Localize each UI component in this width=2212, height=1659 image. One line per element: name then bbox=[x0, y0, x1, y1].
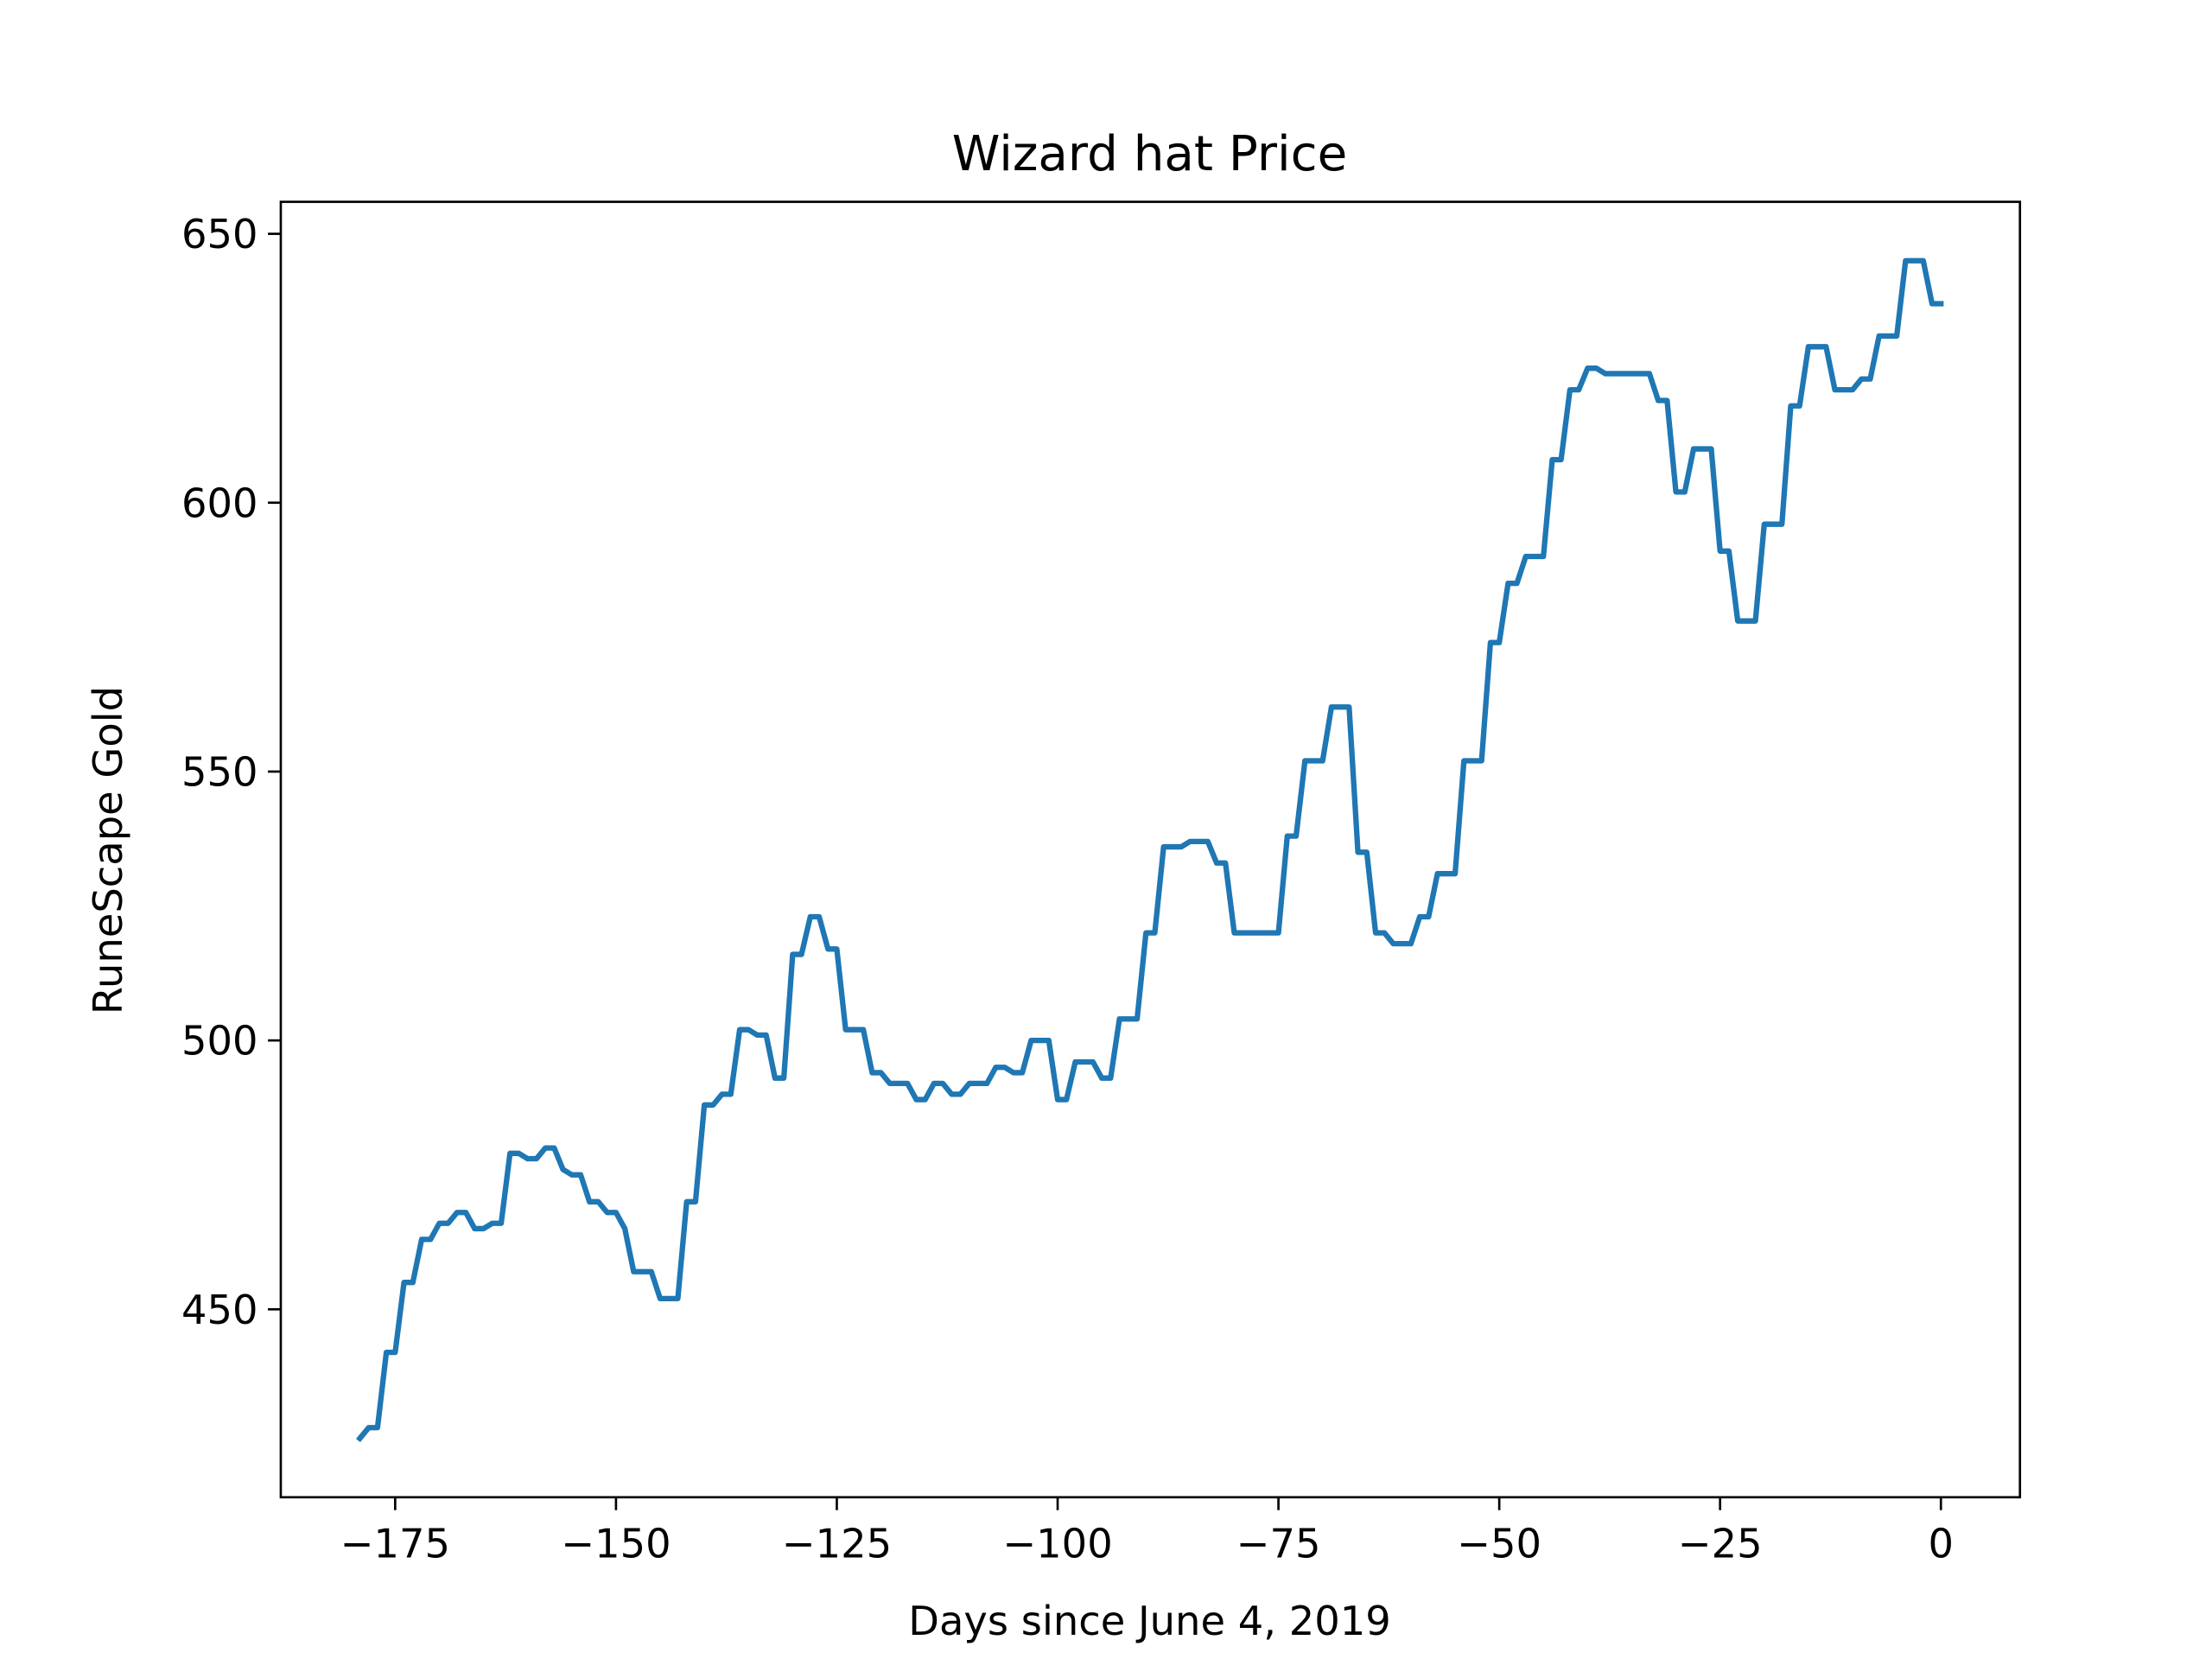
x-tick-label: 0 bbox=[1928, 1520, 1954, 1567]
price-line bbox=[356, 257, 1944, 1443]
y-tick-label: 500 bbox=[181, 1018, 258, 1065]
x-tick-label: −100 bbox=[1002, 1520, 1112, 1567]
y-tick-label: 650 bbox=[181, 211, 258, 257]
x-tick-label: −50 bbox=[1457, 1520, 1541, 1567]
x-tick-label: −125 bbox=[782, 1520, 892, 1567]
plot-frame bbox=[279, 200, 2022, 1499]
x-tick-label: −75 bbox=[1236, 1520, 1321, 1567]
x-tick-label: −150 bbox=[561, 1520, 671, 1567]
x-axis-label: Days since June 4, 2019 bbox=[908, 1598, 1390, 1644]
y-axis-label: RuneScape Gold bbox=[85, 686, 131, 1014]
chart-title: Wizard hat Price bbox=[952, 126, 1348, 182]
x-tick-label: −175 bbox=[340, 1520, 450, 1567]
y-tick-label: 550 bbox=[181, 749, 258, 796]
y-tick-label: 600 bbox=[181, 480, 258, 526]
x-tick-label: −25 bbox=[1678, 1520, 1763, 1567]
y-tick-label: 450 bbox=[181, 1287, 258, 1333]
